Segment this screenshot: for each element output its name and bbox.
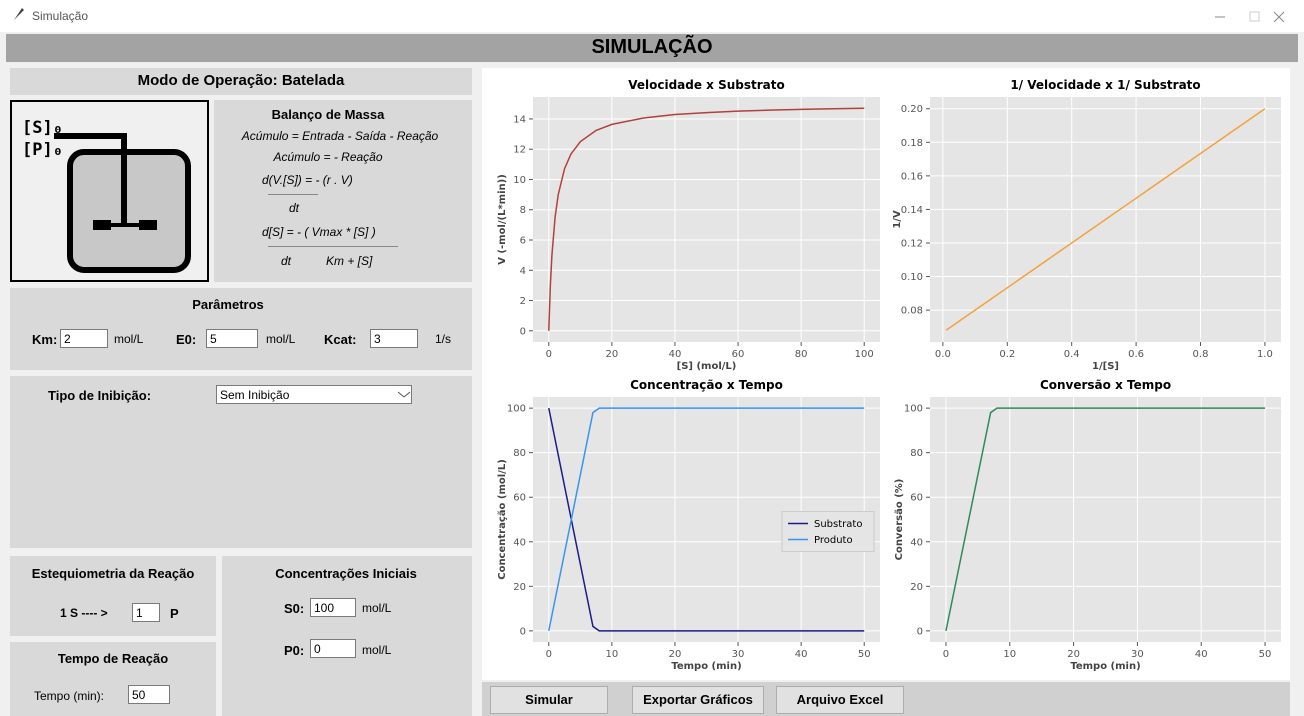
initial-title: Concentrações Iniciais (275, 566, 417, 581)
equation: Acúmulo = Entrada - Saída - Reação (242, 129, 438, 143)
stoichiometry-right: P (170, 606, 179, 621)
excel-button[interactable]: Arquivo Excel (776, 686, 904, 714)
mass-balance-title: Balanço de Massa (272, 107, 385, 122)
mode-title: Modo de Operação: Batelada (138, 72, 345, 89)
equation: d(V.[S]) = - (r . V) (262, 173, 353, 187)
chart-frame (482, 68, 1290, 680)
simulate-button[interactable]: Simular (490, 686, 608, 714)
equation: Acúmulo = - Reação (273, 150, 382, 164)
equation: d[S] = - ( Vmax * [S] ) (262, 225, 376, 239)
time-label: Tempo (min): (34, 689, 104, 703)
field-label: P0: (284, 643, 304, 658)
reactor-label: [P]₀ (22, 140, 63, 160)
p0-input[interactable]: 0 (310, 639, 356, 658)
time-title: Tempo de Reação (58, 651, 168, 666)
e0-input[interactable]: 5 (206, 329, 258, 348)
field-unit: 1/s (435, 332, 451, 346)
window-title: Simulação (32, 9, 88, 23)
header-title: SIMULAÇÃO (591, 36, 712, 59)
stoichiometry-left: 1 S ---- > (60, 606, 108, 620)
kcat-input[interactable]: 3 (370, 329, 418, 348)
equation: dt (281, 254, 291, 268)
field-unit: mol/L (362, 601, 391, 615)
stoichiometry-input[interactable]: 1 (132, 603, 160, 622)
field-unit: mol/L (114, 332, 143, 346)
inhibition-label: Tipo de Inibição: (48, 388, 151, 403)
equation: Km + [S] (326, 254, 372, 268)
inhibition-select[interactable]: Sem Inibição (216, 385, 412, 404)
app: Simulação SIMULAÇÃO Modo de Operação: Ba… (0, 0, 1304, 716)
equation: dt (289, 201, 299, 215)
field-label: S0: (284, 601, 304, 616)
fraction-line (268, 246, 398, 247)
field-label: Kcat: (324, 332, 357, 347)
km-input[interactable]: 2 (60, 329, 108, 348)
fraction-line (268, 194, 318, 195)
reactor-label: [S]₀ (22, 118, 63, 138)
field-unit: mol/L (266, 332, 295, 346)
s0-input[interactable]: 100 (310, 598, 356, 617)
title-bar (0, 0, 1304, 32)
field-unit: mol/L (362, 643, 391, 657)
field-label: Km: (32, 332, 57, 347)
export-button[interactable]: Exportar Gráficos (632, 686, 764, 714)
stoichiometry-title: Estequiometria da Reação (32, 566, 195, 581)
parameters-title: Parâmetros (192, 297, 264, 312)
field-label: E0: (176, 332, 196, 347)
time-input[interactable]: 50 (128, 685, 170, 704)
